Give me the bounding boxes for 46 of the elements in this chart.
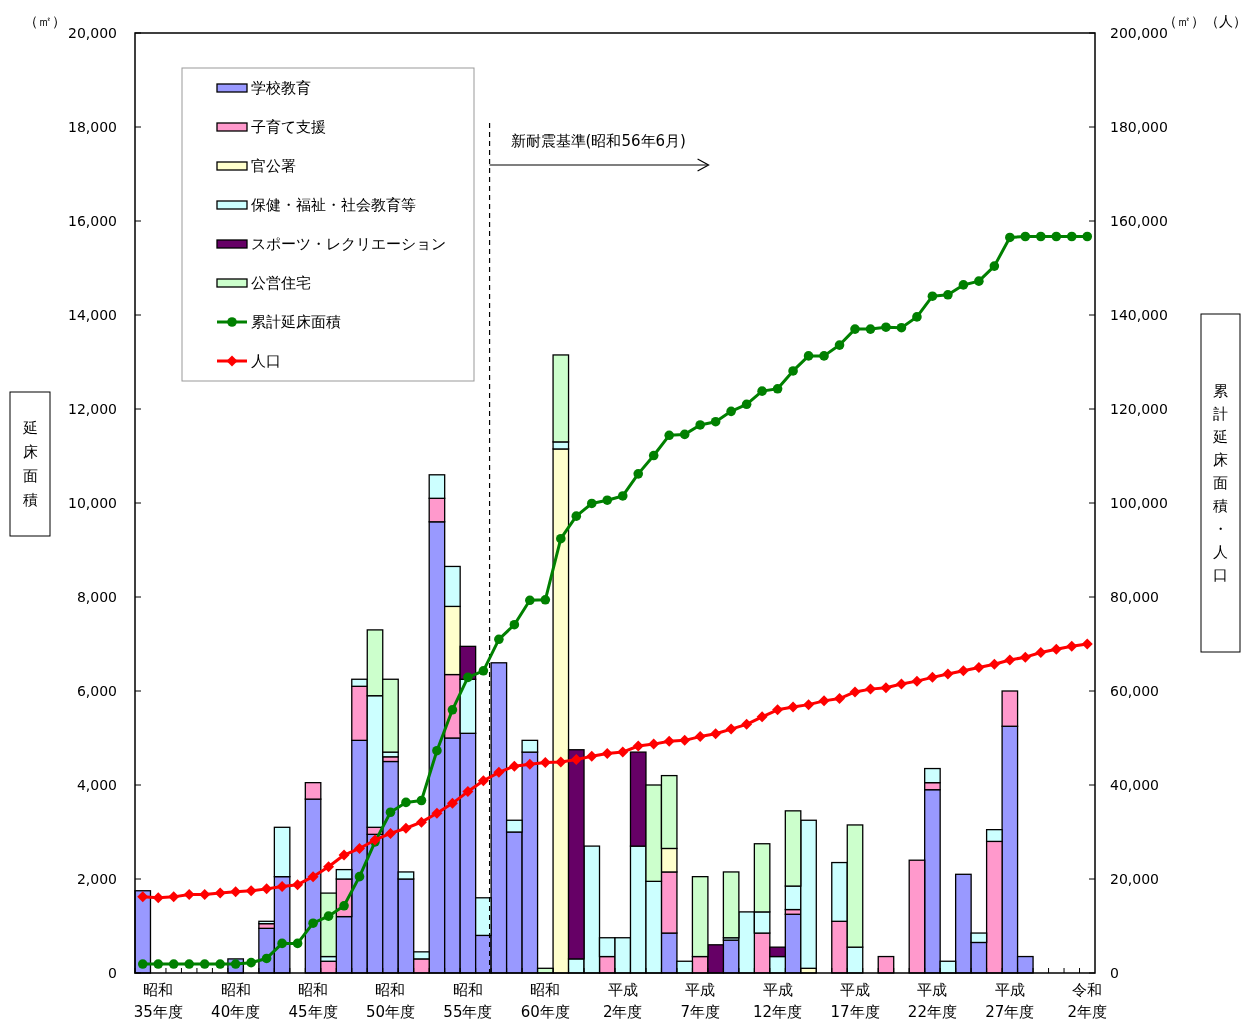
y-tick-label: 14,000 bbox=[68, 306, 117, 323]
y-tick-label: 8,000 bbox=[76, 588, 117, 605]
text: 累計延床面積・人口 bbox=[1212, 382, 1228, 584]
x-tick-label: 昭和 60年度 bbox=[520, 981, 570, 1021]
y-tick-label: 2,000 bbox=[76, 870, 117, 887]
y-tick-label: 10,000 bbox=[68, 494, 117, 511]
y-tick-label: 18,000 bbox=[68, 118, 117, 135]
y2-tick-label: 180,000 bbox=[1110, 118, 1168, 135]
x-tick-label: 平成 12年度 bbox=[753, 981, 803, 1021]
legend-label: 保健・福祉・社会教育等 bbox=[251, 196, 416, 215]
y-tick-label: 6,000 bbox=[76, 682, 117, 699]
y2-tick-label: 160,000 bbox=[1110, 212, 1168, 229]
x-tick-label: 平成 17年度 bbox=[830, 981, 880, 1021]
legend-label: 人口 bbox=[251, 352, 281, 371]
y-axis-title: 延床面積 bbox=[21, 419, 38, 509]
y2-tick-label: 60,000 bbox=[1110, 682, 1159, 699]
x-tick-label: 昭和 35年度 bbox=[133, 981, 183, 1021]
x-tick-label: 昭和 50年度 bbox=[365, 981, 416, 1021]
x-tick-label: 昭和 40年度 bbox=[211, 981, 261, 1021]
x-tick-label: 平成 7年度 bbox=[680, 981, 720, 1021]
y-tick-label: 20,000 bbox=[68, 24, 117, 41]
x-tick-label: 平成 22年度 bbox=[907, 981, 957, 1021]
y2-tick-label: 120,000 bbox=[1110, 400, 1168, 417]
x-tick-label: 昭和 55年度 bbox=[443, 981, 493, 1021]
legend-label: スポーツ・レクリエーション bbox=[251, 235, 446, 254]
y2-tick-label: 0 bbox=[1110, 964, 1119, 981]
text: （㎡） bbox=[24, 13, 66, 29]
y-tick-label: 4,000 bbox=[76, 776, 117, 793]
y2-tick-label: 140,000 bbox=[1110, 306, 1168, 323]
legend-label: 累計延床面積 bbox=[251, 313, 341, 332]
x-tick-label: 昭和 45年度 bbox=[288, 981, 338, 1021]
x-tick-label: 平成 27年度 bbox=[985, 981, 1035, 1021]
annotation: 新耐震基準(昭和56年6月) bbox=[510, 132, 686, 150]
y2-tick-label: 80,000 bbox=[1110, 588, 1159, 605]
x-tick-label: 令和 2年度 bbox=[1067, 981, 1108, 1021]
y-tick-label: 16,000 bbox=[68, 212, 117, 229]
y2-tick-label: 100,000 bbox=[1110, 494, 1168, 511]
y2-tick-label: 20,000 bbox=[1110, 870, 1159, 887]
y-tick-label: 12,000 bbox=[68, 400, 117, 417]
legend-label: 子育て支援 bbox=[251, 118, 326, 137]
legend-label: 官公署 bbox=[251, 157, 296, 176]
y2-tick-label: 40,000 bbox=[1110, 776, 1159, 793]
legend-label: 公営住宅 bbox=[251, 274, 311, 293]
legend-label: 学校教育 bbox=[251, 79, 311, 98]
y-tick-label: 0 bbox=[108, 964, 117, 981]
x-tick-label: 平成 2年度 bbox=[602, 981, 643, 1021]
